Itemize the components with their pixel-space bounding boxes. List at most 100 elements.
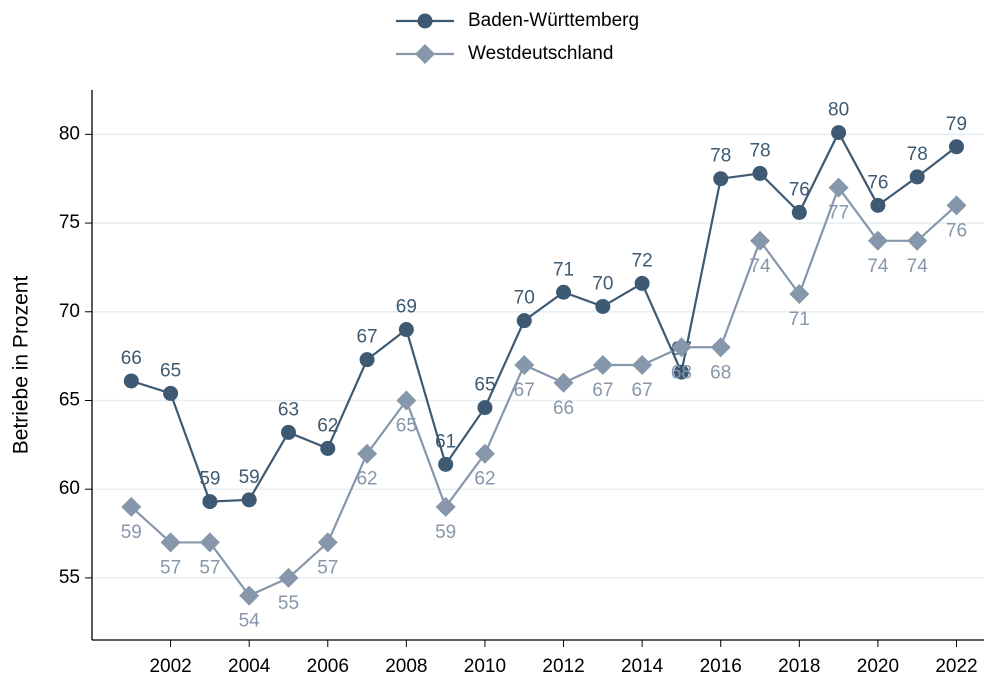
series-line [130, 185, 958, 598]
y-axis-label: Betriebe in Prozent [10, 276, 33, 455]
data-point [438, 456, 454, 472]
data-label: 61 [435, 431, 456, 452]
data-label: 78 [907, 144, 928, 165]
y-tick-label: 60 [59, 478, 80, 499]
data-point [163, 385, 179, 401]
x-tick-label: 2016 [700, 656, 742, 677]
data-point [673, 364, 689, 380]
data-label: 54 [239, 611, 261, 632]
data-point [710, 337, 731, 358]
data-label: 76 [946, 220, 967, 241]
data-point [713, 171, 729, 187]
x-tick-label: 2012 [542, 656, 584, 677]
data-point [556, 284, 572, 300]
data-point [750, 230, 771, 251]
data-point [241, 492, 257, 508]
y-tick-label: 80 [59, 123, 80, 144]
data-point [514, 355, 535, 375]
data-point [831, 125, 847, 141]
data-label: 55 [278, 593, 299, 614]
data-label: 65 [396, 415, 417, 436]
data-point [907, 230, 928, 251]
data-label: 68 [710, 362, 731, 383]
data-point [202, 494, 218, 510]
legend-label: Westdeutschland [468, 43, 613, 64]
data-label: 57 [160, 557, 181, 578]
data-label: 67 [356, 327, 377, 348]
data-point [398, 322, 414, 338]
data-label: 66 [553, 398, 574, 419]
data-point [948, 139, 964, 155]
data-point [909, 169, 925, 185]
data-label: 59 [435, 522, 456, 543]
data-label: 74 [867, 256, 889, 277]
data-point [553, 372, 574, 393]
data-point [477, 400, 493, 416]
data-label: 78 [749, 140, 770, 161]
data-label: 77 [828, 203, 849, 224]
x-tick-label: 2014 [621, 656, 664, 677]
data-label: 65 [474, 375, 495, 396]
data-label: 57 [199, 557, 220, 578]
data-point [317, 532, 338, 553]
data-point [870, 197, 886, 213]
x-tick-label: 2002 [149, 656, 191, 677]
data-point [634, 275, 650, 291]
data-label: 76 [867, 172, 888, 193]
legend-marker [417, 13, 433, 29]
data-label: 70 [592, 273, 613, 294]
x-tick-label: 2018 [778, 656, 820, 677]
data-point [435, 496, 456, 517]
data-label: 65 [160, 360, 181, 381]
data-point [280, 424, 296, 440]
data-label: 74 [907, 256, 929, 277]
data-label: 80 [828, 100, 849, 121]
data-point [320, 440, 336, 456]
data-label: 70 [514, 288, 535, 309]
data-point [160, 532, 181, 553]
data-point [671, 337, 692, 358]
data-label: 59 [199, 469, 220, 490]
data-point [828, 177, 849, 198]
data-point [396, 390, 417, 411]
data-point [791, 204, 807, 220]
data-point [946, 195, 967, 216]
y-tick-label: 55 [59, 567, 80, 588]
y-tick-label: 75 [59, 212, 80, 233]
x-tick-label: 2022 [935, 656, 977, 677]
data-point [239, 585, 260, 606]
data-label: 71 [553, 259, 574, 280]
data-label: 66 [121, 348, 142, 369]
data-label: 69 [396, 297, 417, 318]
data-point [867, 230, 888, 251]
x-tick-label: 2010 [464, 656, 506, 677]
series-line [130, 130, 958, 503]
data-point [199, 532, 220, 553]
data-point [789, 284, 810, 305]
data-point [278, 567, 299, 588]
data-label: 78 [710, 146, 731, 167]
data-label: 67 [592, 380, 613, 401]
data-point [123, 373, 139, 389]
data-point [595, 298, 611, 314]
legend-label: Baden-Württemberg [468, 10, 639, 31]
data-point [359, 352, 375, 368]
data-point [752, 165, 768, 181]
data-label: 59 [121, 522, 142, 543]
data-label: 72 [632, 250, 653, 271]
data-label: 63 [278, 399, 299, 420]
data-label: 67 [632, 380, 653, 401]
data-point [121, 496, 142, 517]
y-tick-label: 65 [59, 389, 80, 410]
x-tick-label: 2008 [385, 656, 427, 677]
x-tick-label: 2020 [857, 656, 899, 677]
data-label: 62 [356, 469, 377, 490]
legend-marker [415, 44, 435, 64]
data-label: 74 [749, 256, 771, 277]
x-tick-label: 2006 [307, 656, 349, 677]
data-point [592, 355, 613, 375]
data-point [632, 355, 653, 375]
data-label: 59 [239, 467, 260, 488]
data-label: 62 [317, 415, 338, 436]
